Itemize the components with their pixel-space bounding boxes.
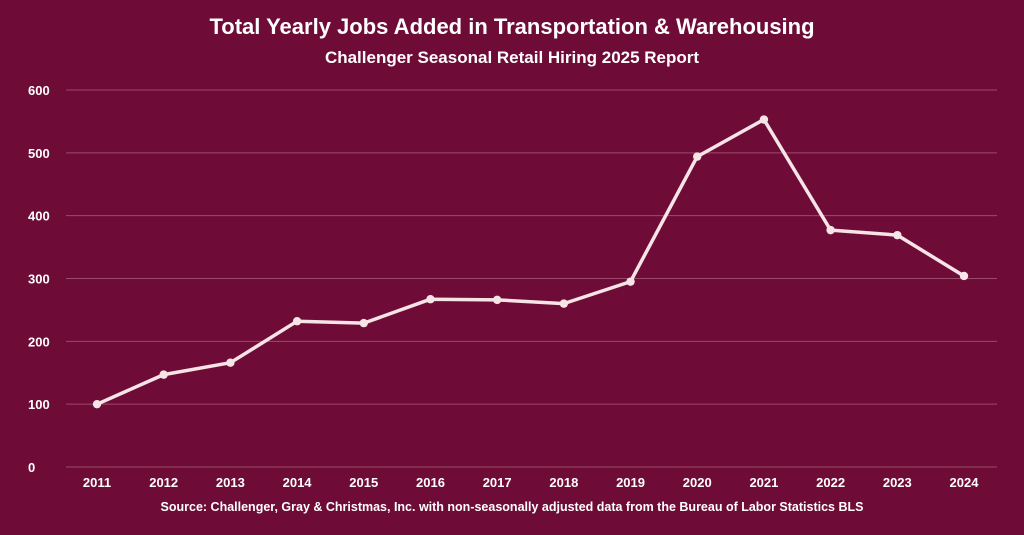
- x-tick-label: 2012: [149, 475, 178, 490]
- y-tick-label: 200: [28, 334, 50, 349]
- data-point: [626, 277, 635, 286]
- x-tick-label: 2022: [816, 475, 845, 490]
- data-point: [426, 295, 435, 304]
- x-tick-label: 2017: [483, 475, 512, 490]
- data-point: [359, 318, 368, 328]
- gridlines: [66, 89, 997, 468]
- chart-title: Total Yearly Jobs Added in Transportatio…: [209, 14, 815, 39]
- x-tick-label: 2021: [749, 475, 778, 490]
- y-tick-label: 100: [28, 397, 50, 412]
- series-line: [95, 117, 966, 406]
- x-tick-label: 2020: [683, 475, 712, 490]
- data-point: [826, 225, 835, 235]
- x-tick-label: 2015: [349, 475, 378, 490]
- x-axis-ticks: 2011 2012 2013 2014 2015 2016 2017 2018 2019 2020…: [83, 475, 979, 490]
- data-point: [159, 370, 168, 379]
- data-point: [292, 317, 302, 326]
- x-tick-label: 2018: [549, 475, 578, 490]
- y-axis-ticks: 0 100 200 300 400 500 600: [28, 83, 50, 475]
- data-point: [92, 399, 102, 409]
- data-point: [492, 295, 502, 305]
- y-tick-label: 300: [28, 272, 50, 287]
- x-tick-label: 2014: [283, 475, 313, 490]
- x-tick-label: 2024: [950, 475, 980, 490]
- data-point: [893, 230, 902, 240]
- data-point: [759, 115, 769, 124]
- series-jobs-added: [92, 115, 969, 409]
- y-tick-label: 0: [28, 460, 35, 475]
- data-point: [693, 152, 702, 161]
- source-note: Source: Challenger, Gray & Christmas, In…: [160, 500, 864, 514]
- x-tick-label: 2011: [83, 475, 111, 490]
- y-tick-label: 600: [28, 83, 50, 98]
- x-tick-label: 2016: [416, 475, 445, 490]
- chart-subtitle: Challenger Seasonal Retail Hiring 2025 R…: [324, 48, 700, 67]
- x-tick-label: 2019: [616, 475, 645, 490]
- data-point: [559, 299, 569, 308]
- y-tick-label: 500: [28, 146, 50, 161]
- x-tick-label: 2013: [216, 475, 245, 490]
- y-tick-label: 400: [28, 209, 50, 224]
- data-point: [959, 271, 969, 281]
- x-tick-label: 2023: [883, 475, 912, 490]
- data-point: [226, 358, 235, 367]
